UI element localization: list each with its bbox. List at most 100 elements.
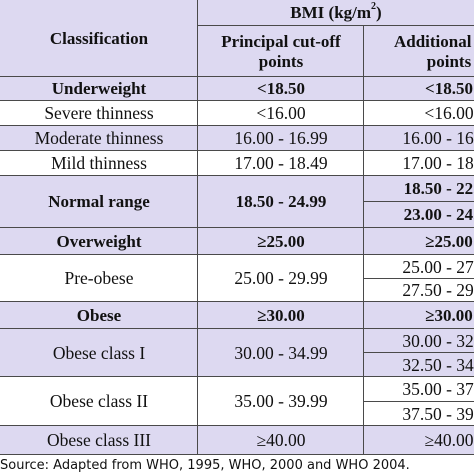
row-obese-class-2-additional-2: 37.50 - 39.99: [364, 402, 474, 426]
row-underweight-additional: <18.50: [364, 77, 474, 101]
additional-value: 25.00 - 27.49: [402, 256, 474, 277]
additional-value: ≥40.00: [424, 430, 474, 451]
bmi-classification-table: Classification BMI (kg/m2) Principal cut…: [0, 0, 474, 455]
row-pre-obese-label: Pre-obese: [0, 255, 198, 302]
header-classification-text: Classification: [49, 28, 149, 48]
row-label: Obese: [76, 305, 122, 325]
rule: [0, 328, 474, 329]
rule-header-split: [198, 25, 474, 26]
additional-value: 30.00 - 32.49: [402, 330, 474, 351]
rule-header-bottom: [0, 76, 474, 77]
header-additional-line1: Additional cut-: [393, 31, 474, 51]
additional-value: 17.00 - 18.49: [402, 153, 474, 174]
header-bmi-group: BMI (kg/m2): [198, 0, 474, 26]
additional-value: 37.50 - 39.99: [402, 403, 474, 424]
row-label: Overweight: [56, 231, 142, 251]
row-label: Obese class II: [49, 391, 149, 412]
principal-value: ≥40.00: [256, 430, 306, 451]
row-label: Pre-obese: [64, 268, 134, 289]
row-mild-thinness-additional: 17.00 - 18.49: [364, 151, 474, 176]
row-obese-class-1-principal: 30.00 - 34.99: [198, 329, 364, 377]
row-label: Moderate thinness: [34, 128, 164, 149]
principal-value: 18.50 - 24.99: [235, 192, 327, 212]
header-classification: Classification: [0, 0, 198, 77]
row-normal-range-additional-2: 23.00 - 24.99: [364, 202, 474, 228]
rule-sub: [364, 352, 474, 353]
row-obese-class-3-principal: ≥40.00: [198, 426, 364, 455]
row-obese-principal: ≥30.00: [198, 302, 364, 329]
rule: [0, 175, 474, 176]
row-obese-class-1-additional-1: 30.00 - 32.49: [364, 329, 474, 353]
rule: [0, 254, 474, 255]
rule-col-2: [363, 25, 364, 455]
row-overweight-label: Overweight: [0, 228, 198, 255]
rule: [0, 227, 474, 228]
principal-value: ≥30.00: [257, 305, 305, 325]
row-normal-range-principal: 18.50 - 24.99: [198, 176, 364, 228]
principal-value: 35.00 - 39.99: [234, 391, 328, 412]
row-normal-range-label: Normal range: [0, 176, 198, 228]
additional-value: 16.00 - 16.99: [402, 128, 474, 149]
additional-value: ≥30.00: [425, 305, 473, 325]
principal-value: 17.00 - 18.49: [234, 153, 328, 174]
row-obese-class-3-label: Obese class III: [0, 426, 198, 455]
row-label: Severe thinness: [44, 103, 154, 124]
row-label: Normal range: [48, 192, 150, 212]
rule-sub: [364, 401, 474, 402]
row-obese-label: Obese: [0, 302, 198, 329]
row-moderate-thinness-label: Moderate thinness: [0, 126, 198, 151]
row-obese-class-3-additional: ≥40.00: [364, 426, 474, 455]
rule: [0, 425, 474, 426]
row-moderate-thinness-additional: 16.00 - 16.99: [364, 126, 474, 151]
header-additional-line2: points: [426, 51, 472, 71]
source-note: Source: Adapted from WHO, 1995, WHO, 200…: [0, 455, 474, 476]
row-label: Mild thinness: [51, 153, 147, 174]
row-label: Obese class I: [52, 342, 146, 363]
rule: [0, 376, 474, 377]
row-underweight-label: Underweight: [0, 77, 198, 101]
header-principal-line2: points: [258, 51, 304, 71]
rule: [0, 125, 474, 126]
row-mild-thinness-label: Mild thinness: [0, 151, 198, 176]
row-obese-class-2-additional-1: 35.00 - 37.49: [364, 377, 474, 402]
additional-value: <16.00: [424, 103, 474, 124]
row-severe-thinness-label: Severe thinness: [0, 101, 198, 126]
row-overweight-principal: ≥25.00: [198, 228, 364, 255]
rule: [0, 150, 474, 151]
principal-value: ≥25.00: [257, 231, 305, 251]
row-label: Obese class III: [47, 430, 151, 451]
principal-value: <16.00: [256, 103, 306, 124]
rule-sub: [364, 201, 474, 202]
row-obese-class-1-label: Obese class I: [0, 329, 198, 377]
row-pre-obese-principal: 25.00 - 29.99: [198, 255, 364, 302]
additional-value: ≥25.00: [425, 231, 473, 251]
row-severe-thinness-principal: <16.00: [198, 101, 364, 126]
row-obese-class-2-principal: 35.00 - 39.99: [198, 377, 364, 426]
rule-col-1: [197, 0, 198, 455]
row-underweight-principal: <18.50: [198, 77, 364, 101]
row-overweight-additional: ≥25.00: [364, 228, 474, 255]
additional-value: <18.50: [425, 79, 473, 99]
row-normal-range-additional-1: 18.50 - 22.99: [364, 176, 474, 202]
header-additional: Additional cut- points: [364, 26, 474, 77]
additional-value: 35.00 - 37.49: [402, 379, 474, 400]
additional-value: 23.00 - 24.99: [403, 205, 474, 225]
principal-value: 16.00 - 16.99: [234, 128, 328, 149]
rule: [0, 301, 474, 302]
rule: [0, 100, 474, 101]
row-obese-additional: ≥30.00: [364, 302, 474, 329]
additional-value: 32.50 - 34.99: [402, 354, 474, 375]
row-severe-thinness-additional: <16.00: [364, 101, 474, 126]
header-principal-line1: Principal cut-off: [221, 31, 341, 51]
row-pre-obese-additional-2: 27.50 - 29.99: [364, 279, 474, 302]
row-obese-class-2-label: Obese class II: [0, 377, 198, 426]
additional-value: 27.50 - 29.99: [402, 280, 474, 301]
principal-value: 30.00 - 34.99: [234, 342, 328, 363]
header-principal: Principal cut-off points: [198, 26, 364, 77]
row-label: Underweight: [51, 79, 147, 99]
row-obese-class-1-additional-2: 32.50 - 34.99: [364, 353, 474, 377]
principal-value: <18.50: [257, 79, 305, 99]
header-bmi-title: BMI (kg/m2): [290, 1, 382, 23]
rule-sub: [364, 278, 474, 279]
principal-value: 25.00 - 29.99: [234, 268, 328, 289]
